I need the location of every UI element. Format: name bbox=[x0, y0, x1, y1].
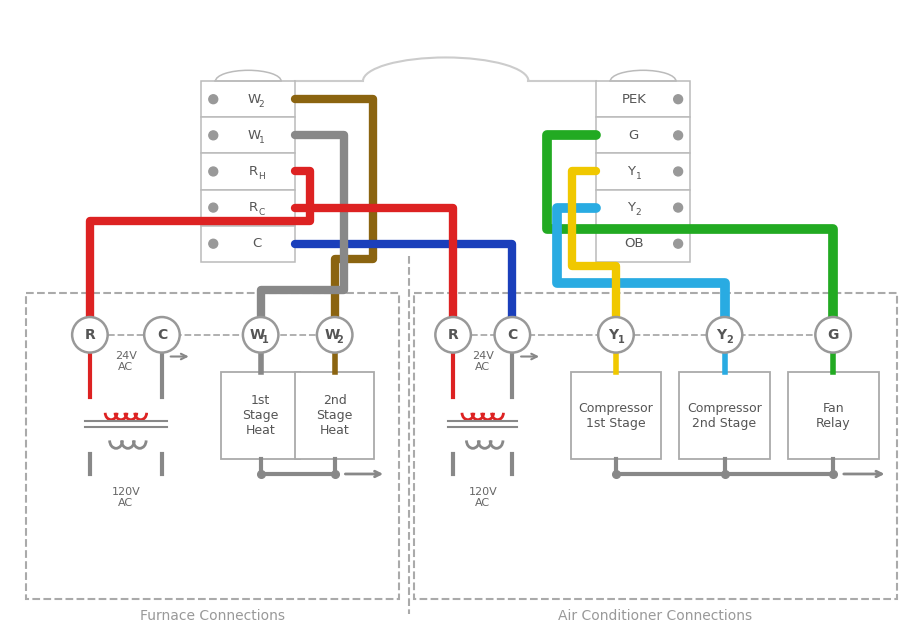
Circle shape bbox=[674, 203, 683, 212]
Text: 2: 2 bbox=[636, 208, 641, 217]
Text: Y: Y bbox=[627, 165, 635, 178]
FancyBboxPatch shape bbox=[295, 372, 374, 459]
Circle shape bbox=[209, 167, 218, 176]
FancyBboxPatch shape bbox=[201, 81, 295, 117]
Text: R: R bbox=[85, 328, 95, 342]
Text: Compressor
2nd Stage: Compressor 2nd Stage bbox=[687, 402, 761, 429]
FancyBboxPatch shape bbox=[596, 117, 690, 153]
Text: 24V
AC: 24V AC bbox=[115, 351, 137, 372]
Text: W: W bbox=[247, 129, 260, 142]
Text: 2: 2 bbox=[726, 335, 733, 345]
Text: 1: 1 bbox=[636, 172, 641, 181]
Text: Furnace Connections: Furnace Connections bbox=[139, 609, 285, 623]
FancyBboxPatch shape bbox=[201, 117, 295, 153]
Text: C: C bbox=[508, 328, 518, 342]
Text: 2: 2 bbox=[258, 99, 265, 109]
Text: 1st
Stage
Heat: 1st Stage Heat bbox=[243, 394, 279, 437]
Text: 1: 1 bbox=[617, 335, 624, 345]
Text: 1: 1 bbox=[258, 136, 265, 145]
Text: H: H bbox=[258, 172, 265, 181]
Circle shape bbox=[209, 239, 218, 248]
Text: Y: Y bbox=[608, 328, 618, 342]
Circle shape bbox=[436, 317, 471, 353]
Text: W: W bbox=[250, 328, 265, 342]
Text: R: R bbox=[249, 165, 258, 178]
FancyBboxPatch shape bbox=[570, 372, 662, 459]
Circle shape bbox=[317, 317, 353, 353]
Circle shape bbox=[72, 317, 108, 353]
FancyBboxPatch shape bbox=[222, 372, 300, 459]
FancyBboxPatch shape bbox=[596, 190, 690, 226]
Text: 24V
AC: 24V AC bbox=[472, 351, 494, 372]
Circle shape bbox=[209, 131, 218, 140]
Circle shape bbox=[598, 317, 634, 353]
Text: G: G bbox=[827, 328, 839, 342]
Text: Fan
Relay: Fan Relay bbox=[816, 402, 850, 429]
Text: C: C bbox=[258, 208, 265, 217]
Circle shape bbox=[815, 317, 851, 353]
Text: R: R bbox=[249, 201, 258, 214]
Text: PEK: PEK bbox=[621, 93, 646, 106]
Text: 2nd
Stage
Heat: 2nd Stage Heat bbox=[317, 394, 353, 437]
Circle shape bbox=[674, 239, 683, 248]
Circle shape bbox=[209, 203, 218, 212]
Circle shape bbox=[707, 317, 742, 353]
FancyBboxPatch shape bbox=[679, 372, 770, 459]
Circle shape bbox=[243, 317, 279, 353]
Circle shape bbox=[209, 95, 218, 104]
Text: 2: 2 bbox=[336, 335, 343, 345]
Text: OB: OB bbox=[624, 237, 643, 250]
Text: Y: Y bbox=[627, 201, 635, 214]
Text: C: C bbox=[157, 328, 167, 342]
Text: W: W bbox=[247, 93, 260, 106]
Text: W: W bbox=[324, 328, 340, 342]
Circle shape bbox=[674, 95, 683, 104]
FancyBboxPatch shape bbox=[596, 81, 690, 117]
Circle shape bbox=[674, 131, 683, 140]
Text: C: C bbox=[252, 237, 261, 250]
Text: Y: Y bbox=[716, 328, 726, 342]
FancyBboxPatch shape bbox=[787, 372, 879, 459]
Text: R: R bbox=[448, 328, 459, 342]
Text: Air Conditioner Connections: Air Conditioner Connections bbox=[558, 609, 752, 623]
Text: 1: 1 bbox=[262, 335, 269, 345]
Circle shape bbox=[674, 167, 683, 176]
Circle shape bbox=[495, 317, 530, 353]
FancyBboxPatch shape bbox=[201, 226, 295, 262]
Text: 120V
AC: 120V AC bbox=[112, 487, 140, 508]
FancyBboxPatch shape bbox=[201, 190, 295, 226]
Text: 120V
AC: 120V AC bbox=[468, 487, 497, 508]
Text: G: G bbox=[629, 129, 639, 142]
Circle shape bbox=[144, 317, 180, 353]
FancyBboxPatch shape bbox=[201, 153, 295, 190]
Text: Compressor
1st Stage: Compressor 1st Stage bbox=[579, 402, 653, 429]
FancyBboxPatch shape bbox=[596, 226, 690, 262]
FancyBboxPatch shape bbox=[596, 153, 690, 190]
